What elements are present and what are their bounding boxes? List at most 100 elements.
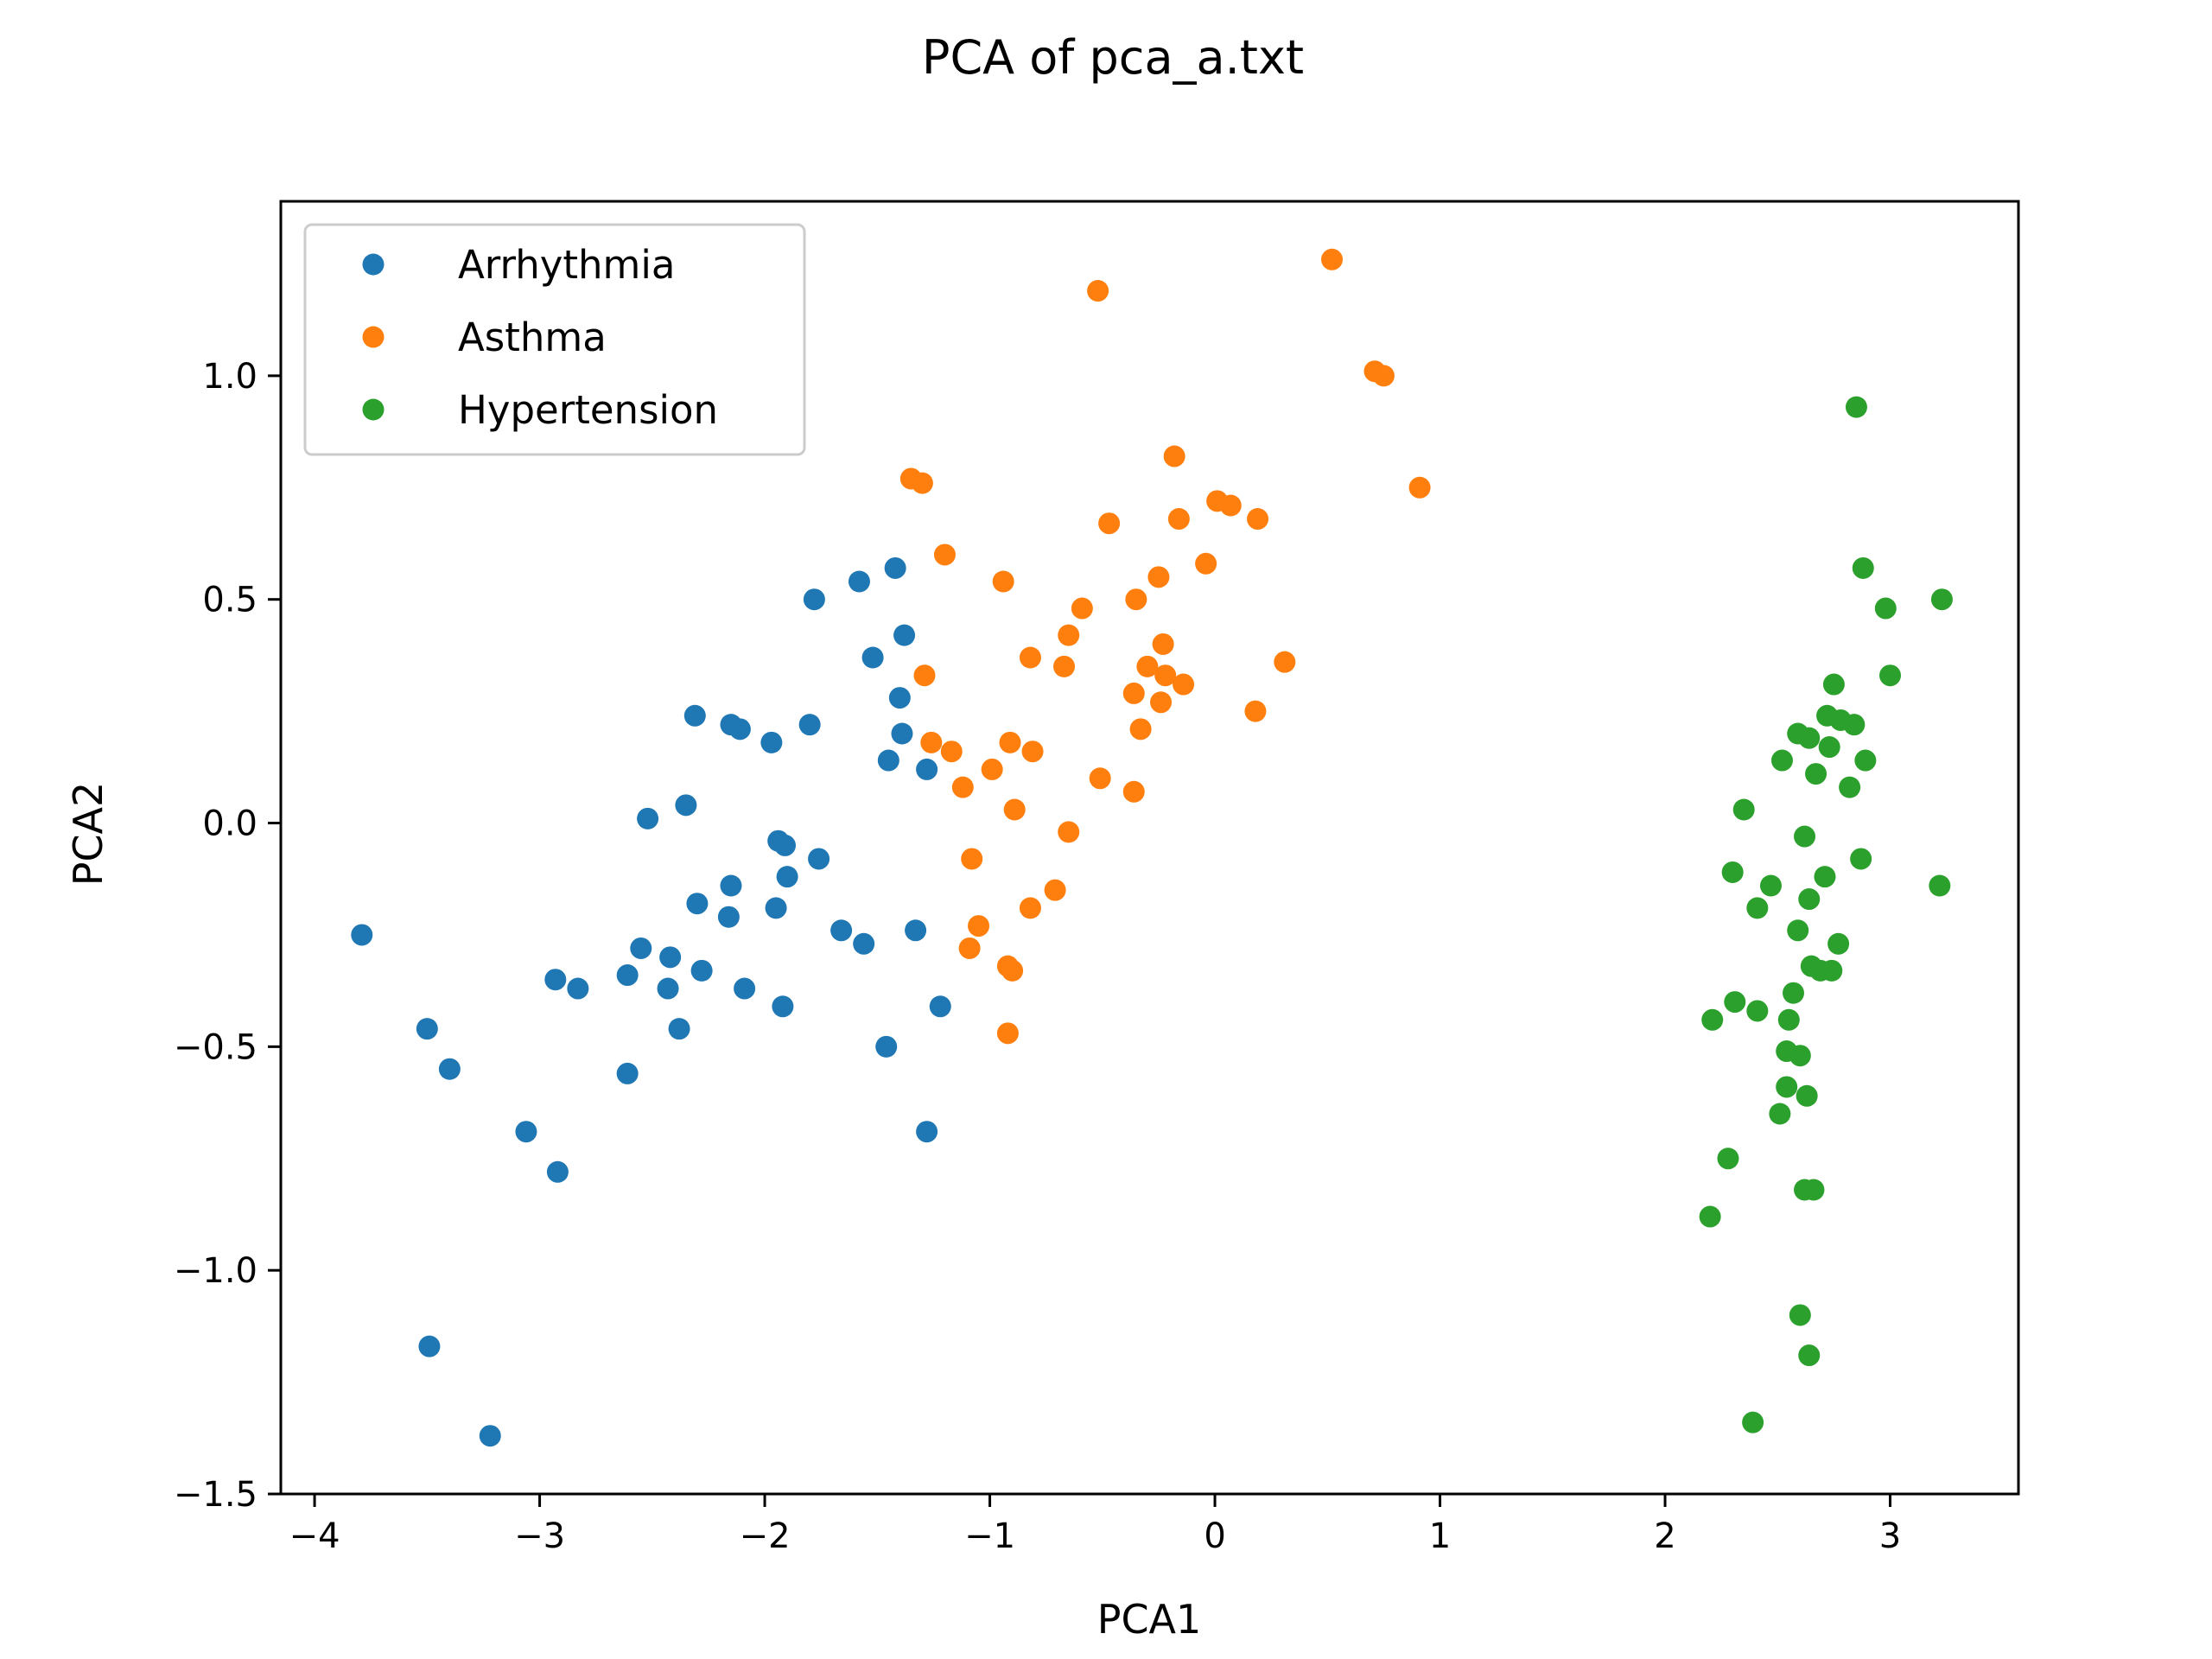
data-point-arrhythmia [905,919,927,942]
data-point-arrhythmia [657,977,679,1000]
data-point-arrhythmia [861,646,884,669]
chart-title: PCA of pca_a.txt [922,30,1304,85]
x-tick-label: −2 [740,1516,791,1556]
data-point-asthma [920,731,943,753]
data-point-arrhythmia [720,874,742,897]
data-point-hypertension [1746,1000,1769,1022]
data-point-asthma [1125,588,1147,611]
data-point-asthma [968,915,990,938]
data-point-arrhythmia [891,722,913,745]
y-tick-label: 0.0 [202,804,257,844]
legend-label-hypertension: Hypertension [458,387,718,433]
data-point-arrhythmia [438,1058,461,1080]
points-layer [351,248,1953,1447]
data-point-arrhythmia [418,1335,441,1357]
data-point-arrhythmia [683,704,706,727]
data-point-asthma [1098,512,1121,535]
data-point-hypertension [1796,1084,1818,1107]
x-tick-label: −1 [964,1516,1015,1556]
data-point-hypertension [1814,866,1836,888]
data-point-arrhythmia [630,937,652,959]
data-point-arrhythmia [772,995,794,1018]
data-point-asthma [1071,597,1093,620]
data-point-hypertension [1789,1304,1811,1326]
data-point-arrhythmia [690,959,713,982]
data-point-asthma [992,570,1014,593]
x-tick-label: −3 [514,1516,565,1556]
data-point-arrhythmia [637,807,659,830]
data-point-asthma [1122,780,1145,803]
data-point-hypertension [1850,848,1872,870]
data-point-hypertension [1789,1045,1811,1067]
data-point-hypertension [1721,861,1744,883]
data-point-hypertension [1794,825,1816,848]
data-point-arrhythmia [416,1018,438,1040]
data-point-hypertension [1742,1411,1764,1433]
data-point-arrhythmia [734,977,756,1000]
data-point-arrhythmia [760,731,783,753]
data-point-arrhythmia [893,624,916,646]
data-point-arrhythmia [616,964,639,987]
data-point-asthma [911,472,933,494]
data-point-asthma [1372,365,1395,387]
data-point-hypertension [1770,749,1793,772]
data-point-hypertension [1746,897,1769,919]
data-point-arrhythmia [803,588,825,611]
y-axis-label: PCA2 [65,782,111,887]
data-point-asthma [940,741,963,763]
data-point-asthma [1019,646,1041,669]
data-point-asthma [1058,624,1080,646]
data-point-arrhythmia [544,969,567,991]
data-point-hypertension [1732,798,1755,821]
data-point-asthma [913,664,936,687]
data-point-arrhythmia [765,897,787,919]
data-point-asthma [1053,655,1076,677]
data-point-asthma [1087,280,1109,302]
data-point-hypertension [1839,776,1861,798]
data-point-arrhythmia [830,919,853,942]
x-tick-label: 3 [1879,1516,1901,1556]
data-point-hypertension [1843,714,1866,736]
data-point-arrhythmia [659,946,682,969]
data-point-asthma [958,937,981,959]
data-point-arrhythmia [798,714,821,736]
data-point-hypertension [1777,1008,1800,1031]
data-point-arrhythmia [717,906,740,928]
data-point-hypertension [1805,763,1827,785]
data-point-asthma [1136,655,1159,677]
data-point-asthma [951,776,974,798]
data-point-asthma [1147,566,1170,588]
legend: Arrhythmia Asthma Hypertension [303,223,806,456]
y-tick-label: −1.5 [174,1475,257,1515]
data-point-hypertension [1787,919,1809,942]
data-point-asthma [961,848,983,870]
data-point-hypertension [1776,1076,1798,1098]
data-point-arrhythmia [916,1121,938,1143]
data-point-asthma [1044,879,1066,901]
x-tick-label: −4 [289,1516,340,1556]
data-point-arrhythmia [884,556,906,579]
data-point-asthma [1019,897,1041,919]
data-point-arrhythmia [877,749,899,772]
y-tick-label: 0.5 [202,581,257,620]
y-axis-ticks: −1.5 −1.0 −0.5 0.0 0.5 1.0 [174,357,281,1515]
data-point-asthma [1003,798,1026,821]
data-point-asthma [1129,718,1152,741]
data-point-arrhythmia [567,977,589,1000]
data-point-arrhythmia [351,924,373,946]
data-point-hypertension [1717,1147,1739,1170]
data-point-hypertension [1798,727,1821,749]
data-point-asthma [1122,682,1145,704]
data-point-hypertension [1854,749,1877,772]
data-point-hypertension [1821,959,1843,982]
y-tick-label: −0.5 [174,1027,257,1067]
data-point-asthma [1021,741,1044,763]
data-point-asthma [1167,508,1190,531]
data-point-hypertension [1701,1008,1724,1031]
data-point-hypertension [1852,556,1874,579]
data-point-asthma [999,731,1021,753]
data-point-asthma [1150,691,1173,714]
x-axis-label: PCA1 [1097,1596,1202,1643]
data-point-arrhythmia [776,866,798,888]
data-point-asthma [1163,445,1185,467]
